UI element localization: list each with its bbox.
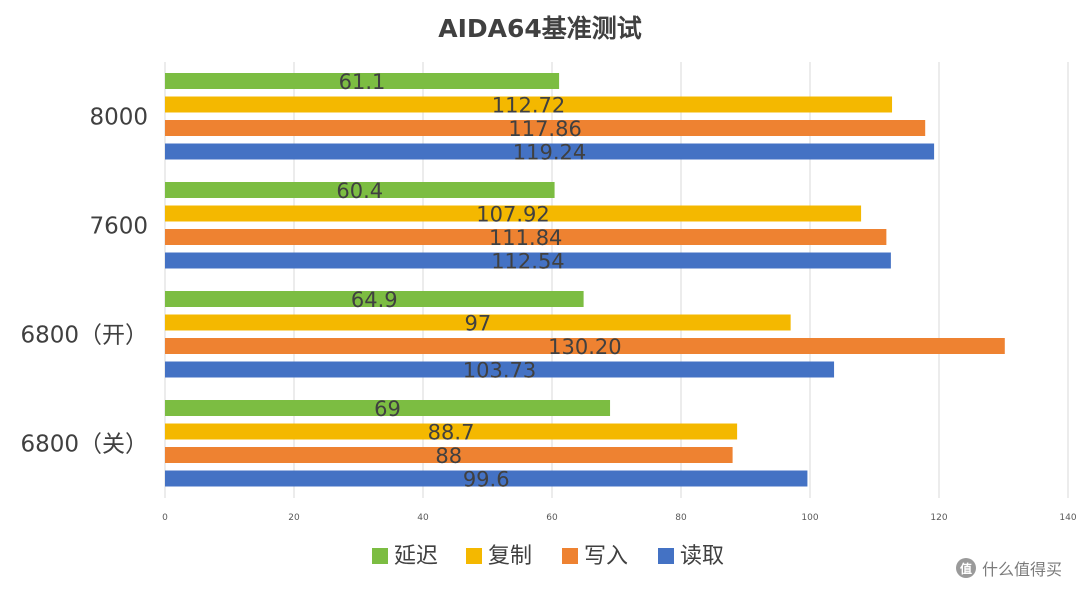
x-tick-label: 60	[546, 513, 558, 523]
data-label: 97	[464, 312, 491, 336]
x-tick-label: 120	[930, 513, 947, 523]
data-label: 130.20	[548, 335, 621, 359]
bar	[165, 338, 1005, 354]
x-tick-label: 0	[162, 513, 168, 523]
data-label: 60.4	[336, 179, 383, 203]
data-label: 61.1	[339, 70, 386, 94]
data-label: 88.7	[428, 421, 475, 445]
bar	[165, 96, 893, 113]
chart-title: AIDA64基准测试	[438, 14, 642, 43]
category-label: 6800（关）	[20, 431, 148, 457]
bar	[165, 400, 611, 416]
category-labels: 8000 7600 6800（开） 6800（关）	[20, 104, 148, 457]
legend-swatch	[658, 548, 674, 564]
category-label: 6800（开）	[20, 322, 148, 348]
bar	[165, 73, 560, 89]
category-label: 7600	[89, 213, 148, 239]
watermark-text: 什么值得买	[981, 560, 1062, 579]
bar	[165, 205, 862, 222]
bars	[165, 73, 1005, 487]
legend-label: 复制	[488, 544, 532, 569]
watermark-logo-icon: 值	[955, 558, 976, 578]
x-tick-labels: 0 20 40 60 80 100 120 140	[162, 513, 1077, 523]
data-label: 117.86	[508, 117, 581, 141]
bar	[165, 314, 791, 331]
data-label: 99.6	[463, 468, 510, 492]
bar	[165, 120, 926, 136]
x-tick-label: 140	[1059, 513, 1076, 523]
data-label: 111.84	[489, 226, 562, 250]
data-label: 64.9	[351, 288, 398, 312]
data-label: 119.24	[513, 141, 586, 165]
data-label: 107.92	[476, 203, 549, 227]
bar	[165, 470, 808, 487]
bar	[165, 252, 891, 269]
x-tick-label: 100	[801, 513, 818, 523]
data-label: 112.54	[491, 250, 564, 274]
bar	[165, 423, 738, 440]
bar	[165, 182, 555, 198]
data-label: 69	[374, 397, 401, 421]
legend: 延迟 复制 写入 读取	[372, 544, 724, 569]
data-label: 112.72	[492, 94, 565, 118]
legend-label: 写入	[584, 544, 628, 569]
legend-label: 延迟	[394, 544, 438, 569]
legend-swatch	[372, 548, 388, 564]
bar	[165, 447, 733, 463]
bar	[165, 143, 935, 160]
bar	[165, 229, 887, 245]
watermark: 值 什么值得买	[955, 556, 1062, 580]
data-label: 88	[435, 444, 462, 468]
bar	[165, 291, 584, 307]
legend-swatch	[466, 548, 482, 564]
x-tick-label: 20	[288, 513, 300, 523]
x-tick-label: 40	[417, 513, 429, 523]
legend-swatch	[562, 548, 578, 564]
data-label: 103.73	[463, 359, 536, 383]
bar	[165, 361, 835, 378]
legend-label: 读取	[680, 544, 724, 569]
x-tick-label: 80	[675, 513, 687, 523]
category-label: 8000	[89, 104, 148, 130]
